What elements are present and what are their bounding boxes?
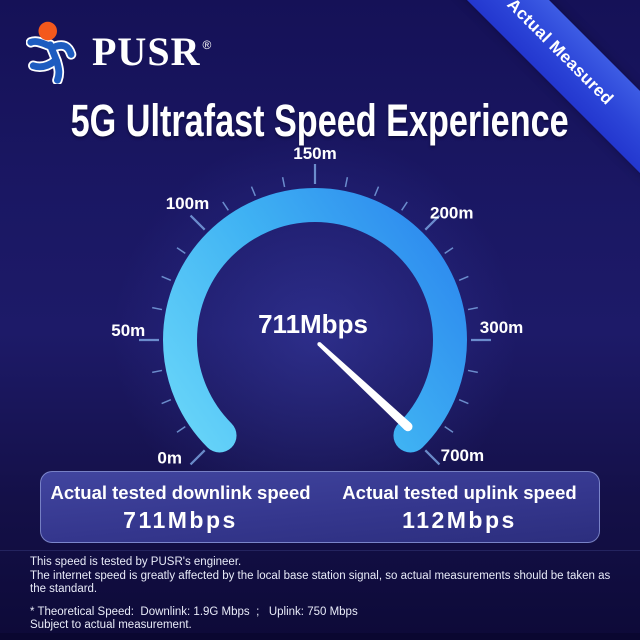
downlink-result: Actual tested downlink speed 711Mbps [41,472,320,542]
uplink-label: Actual tested uplink speed [342,481,577,503]
gauge-scale-label: 200m [430,203,473,222]
footnote-disclaimer: The internet speed is greatly affected b… [30,569,611,596]
gauge-minor-tick [458,399,469,405]
gauge-minor-tick [152,306,163,311]
gauge-scale-label: 700m [441,446,484,465]
gauge-scale-label: 300m [480,318,523,337]
results-panel: Actual tested downlink speed 711Mbps Act… [40,471,600,543]
gauge-minor-tick [222,201,229,211]
gauge-major-tick [189,214,206,231]
gauge-minor-tick [401,201,408,211]
gauge-major-tick [424,214,441,231]
uplink-value: 112Mbps [402,506,517,533]
gauge-minor-tick [250,186,256,197]
gauge-major-tick [189,449,206,466]
gauge-ring [163,188,467,453]
downlink-value: 711Mbps [123,506,238,533]
gauge-minor-tick [458,275,469,281]
gauge-scale-label: 50m [111,321,145,340]
gauge-minor-tick [467,306,478,311]
gauge-minor-tick [176,426,186,433]
title-row: 5G Ultrafast Speed Experience [0,95,640,147]
gauge-center-value: 711Mbps [258,309,368,339]
gauge-minor-tick [344,177,349,188]
gauge-needle [317,342,413,432]
gauge-scale-label: 100m [166,194,209,213]
brand-name: PUSR ® [92,29,213,74]
downlink-label: Actual tested downlink speed [50,481,311,503]
bottom-edge-strip [0,633,640,640]
divider [0,550,640,551]
registered-trademark: ® [202,38,213,52]
gauge-minor-tick [374,186,380,197]
gauge-minor-tick [176,247,186,254]
uplink-result: Actual tested uplink speed 112Mbps [320,472,599,542]
gauge-minor-tick [161,275,172,281]
pusr-logo: PUSR ® [26,20,213,84]
gauge-minor-tick [444,247,454,254]
page-title: 5G Ultrafast Speed Experience [70,95,570,146]
gauge-minor-tick [152,369,163,374]
gauge-scale-label: 0m [157,449,182,468]
footnote-tested-by: This speed is tested by PUSR's engineer. [30,556,242,568]
footnote-theoretical-speed: * Theoretical Speed: Downlink: 1.9G Mbps… [30,605,358,618]
pusr-runner-icon [26,21,77,84]
gauge-minor-tick [467,369,478,374]
gauge-minor-tick [161,399,172,405]
footnotes: This speed is tested by PUSR's engineer.… [30,556,616,633]
brand-text: PUSR [92,29,201,74]
gauge-minor-tick [281,177,286,188]
gauge-minor-tick [444,426,454,433]
gauge-major-tick [424,449,441,466]
gauge-scale-label: 150m [293,144,336,163]
footnote-subject: Subject to actual measurement. [30,619,192,632]
